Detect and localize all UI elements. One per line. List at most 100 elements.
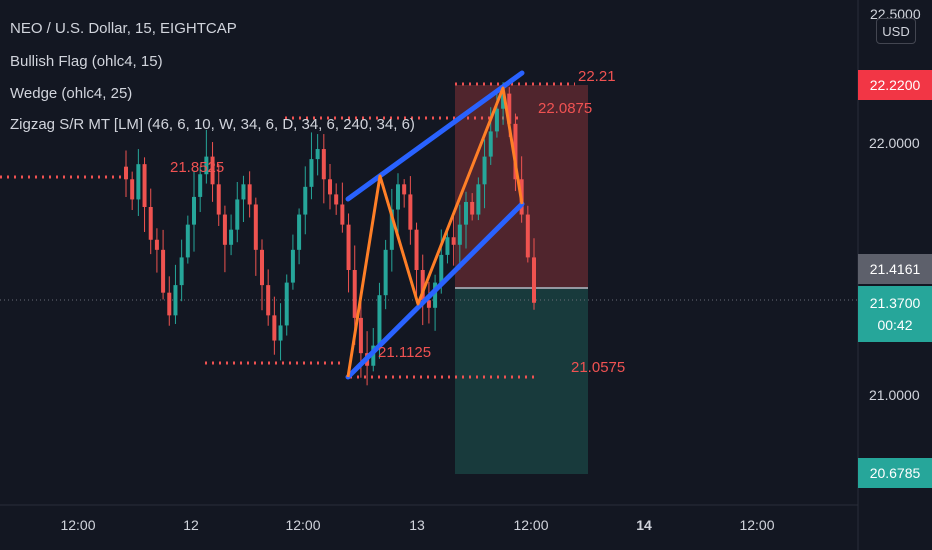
candle-body: [142, 164, 147, 207]
candle-body: [414, 229, 419, 270]
candle-body: [389, 209, 394, 250]
zigzag-line: [346, 86, 524, 378]
candle-body: [161, 249, 166, 293]
candle-body: [148, 207, 153, 240]
label-21-8525: 21.8525: [170, 159, 224, 176]
candle-body: [290, 249, 295, 283]
candle-body: [525, 214, 530, 258]
target-price-tag: 20.6785: [858, 458, 932, 488]
candle-body: [328, 179, 332, 195]
candle-body: [408, 194, 413, 230]
legend-bullish-flag[interactable]: Bullish Flag (ohlc4, 15): [10, 53, 163, 70]
time-tick-5: 12:00: [513, 517, 548, 533]
candle-body: [154, 239, 159, 250]
candle-body: [439, 254, 444, 283]
target-zone: [455, 288, 588, 474]
time-tick-1: 12:00: [60, 517, 95, 533]
candle-body: [315, 149, 320, 160]
candle-body: [426, 300, 431, 308]
candle-body: [334, 194, 339, 205]
stop-price-tag: 22.2200: [858, 70, 932, 100]
price-tick-21: 21.0000: [869, 387, 920, 403]
candle-body: [464, 201, 468, 225]
entry-price-tag: 21.4161: [858, 254, 932, 284]
level-labels: 22.21 22.0875 21.8525 21.1125 21.0575: [170, 68, 625, 376]
candle-body: [284, 282, 289, 326]
wedge-upper-line: [345, 70, 525, 202]
currency-button[interactable]: USD: [876, 18, 916, 44]
candle-body: [167, 292, 172, 316]
candle-body: [457, 224, 462, 245]
time-tick-2: 12: [183, 517, 199, 533]
candle-body: [383, 249, 388, 296]
wedge-lower-line: [345, 201, 525, 380]
candle-body: [513, 123, 518, 180]
candle-body: [266, 285, 271, 316]
candle-body: [130, 179, 135, 200]
candle-body: [488, 131, 493, 157]
candle-body: [340, 204, 345, 225]
candle-body: [346, 224, 351, 270]
candle-body: [198, 174, 203, 197]
candle-body: [501, 93, 506, 109]
candle-body: [433, 282, 438, 308]
time-tick-3: 12:00: [285, 517, 320, 533]
candle-body: [321, 149, 326, 180]
candle-body: [371, 345, 376, 366]
candle-body: [136, 164, 141, 200]
time-axis[interactable]: 12:00 12 12:00 13 12:00 14 12:00: [60, 517, 774, 533]
legend-zigzag[interactable]: Zigzag S/R MT [LM] (46, 6, 10, W, 34, 6,…: [10, 116, 415, 133]
candle-body: [532, 257, 536, 303]
candle-body: [179, 257, 184, 286]
legend-symbol[interactable]: NEO / U.S. Dollar, 15, EIGHTCAP: [10, 20, 237, 37]
candle-body: [451, 237, 456, 245]
candle-body: [377, 295, 382, 346]
support-resistance-levels: [0, 82, 575, 379]
candle-body: [352, 270, 357, 318]
candle-body: [494, 108, 499, 132]
legend-wedge[interactable]: Wedge (ohlc4, 25): [10, 85, 133, 102]
label-22-0875: 22.0875: [538, 100, 592, 117]
candle-body: [124, 166, 128, 180]
candle-body: [260, 249, 264, 286]
candle-body: [185, 224, 190, 258]
candle-body: [204, 156, 209, 175]
time-tick-7: 12:00: [739, 517, 774, 533]
candle-body: [420, 270, 425, 301]
candle-body: [278, 325, 283, 341]
candles: [124, 82, 536, 386]
candle-body: [402, 184, 407, 195]
label-22-21: 22.21: [578, 68, 616, 85]
candle-body: [173, 285, 178, 316]
patterns: [345, 70, 525, 380]
candle-body: [253, 204, 258, 250]
candle-body: [216, 184, 221, 215]
candle-body: [470, 201, 475, 215]
position-zones: [455, 85, 588, 474]
candle-body: [358, 317, 363, 354]
candle-body: [482, 156, 487, 185]
candle-body: [507, 93, 512, 124]
candle-body: [445, 237, 450, 255]
candle-body: [235, 199, 240, 230]
candle-body: [229, 229, 234, 245]
price-tick-22: 22.0000: [869, 135, 920, 151]
candle-body: [396, 184, 400, 210]
candle-body: [303, 186, 308, 215]
candle-body: [210, 156, 215, 185]
candle-body: [241, 184, 246, 200]
label-21-1125: 21.1125: [378, 344, 431, 361]
time-tick-6: 14: [636, 517, 652, 533]
time-tick-4: 13: [409, 517, 425, 533]
candle-body: [192, 196, 196, 225]
label-21-0575: 21.0575: [571, 359, 625, 376]
bar-countdown: 00:42: [877, 317, 913, 333]
candle-body: [476, 184, 481, 215]
candle-body: [297, 214, 302, 250]
last-price-value: 21.3700: [869, 295, 921, 311]
candle-body: [222, 214, 227, 245]
candle-body: [247, 184, 252, 205]
candle-body: [272, 315, 277, 341]
last-price-tag: 21.3700 00:42: [858, 286, 932, 342]
